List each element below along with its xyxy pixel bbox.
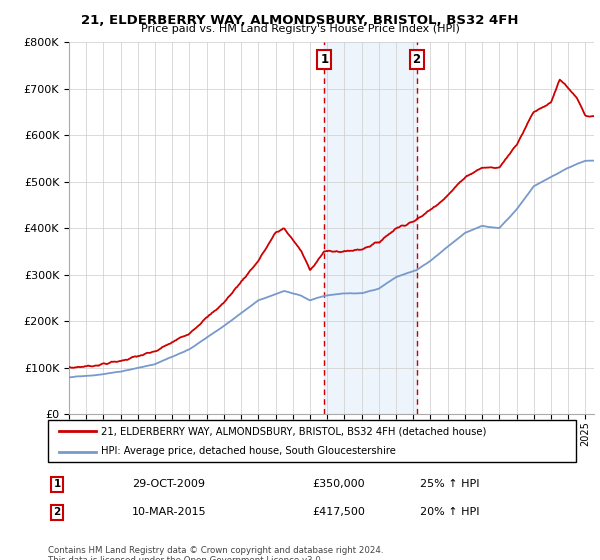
Text: 21, ELDERBERRY WAY, ALMONDSBURY, BRISTOL, BS32 4FH: 21, ELDERBERRY WAY, ALMONDSBURY, BRISTOL… [81, 14, 519, 27]
Text: 2: 2 [412, 53, 421, 66]
Text: £417,500: £417,500 [312, 507, 365, 517]
Text: HPI: Average price, detached house, South Gloucestershire: HPI: Average price, detached house, Sout… [101, 446, 395, 456]
Text: 25% ↑ HPI: 25% ↑ HPI [420, 479, 479, 489]
Text: Contains HM Land Registry data © Crown copyright and database right 2024.
This d: Contains HM Land Registry data © Crown c… [48, 546, 383, 560]
Text: Price paid vs. HM Land Registry's House Price Index (HPI): Price paid vs. HM Land Registry's House … [140, 24, 460, 34]
Text: 1: 1 [320, 53, 328, 66]
Text: 29-OCT-2009: 29-OCT-2009 [132, 479, 205, 489]
Text: 10-MAR-2015: 10-MAR-2015 [132, 507, 206, 517]
Text: 2: 2 [53, 507, 61, 517]
FancyBboxPatch shape [48, 420, 576, 462]
Text: 20% ↑ HPI: 20% ↑ HPI [420, 507, 479, 517]
Text: 1: 1 [53, 479, 61, 489]
Bar [324, 42, 416, 414]
Text: £350,000: £350,000 [312, 479, 365, 489]
Text: 21, ELDERBERRY WAY, ALMONDSBURY, BRISTOL, BS32 4FH (detached house): 21, ELDERBERRY WAY, ALMONDSBURY, BRISTOL… [101, 426, 486, 436]
